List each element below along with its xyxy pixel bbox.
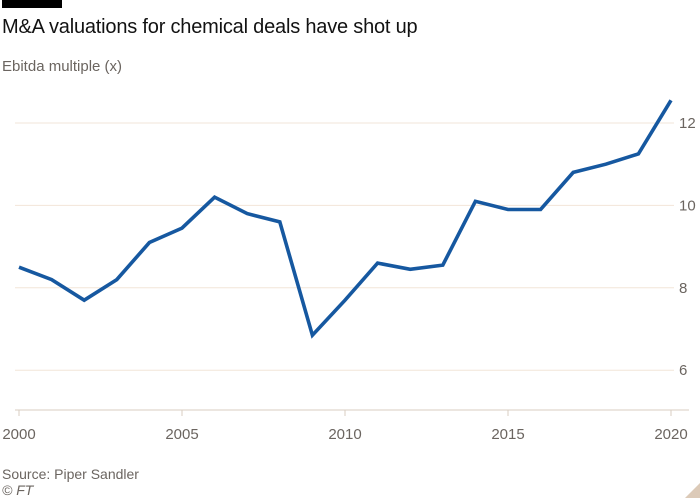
x-tick-label-2010: 2010 — [328, 426, 361, 443]
ft-topper-bar — [2, 0, 62, 8]
chart-title: M&A valuations for chemical deals have s… — [2, 16, 418, 38]
x-tick-label-2015: 2015 — [491, 426, 524, 443]
x-tick-label-2000: 2000 — [2, 426, 35, 443]
y-tick-label-8: 8 — [679, 280, 687, 297]
chart-subtitle: Ebitda multiple (x) — [2, 58, 123, 75]
x-tick-label-2020: 2020 — [654, 426, 687, 443]
y-tick-label-12: 12 — [679, 115, 696, 132]
y-tick-label-10: 10 — [679, 197, 696, 214]
data-line-0 — [18, 99, 673, 339]
x-tick-label-2005: 2005 — [165, 426, 198, 443]
source-label: Source: Piper Sandler — [2, 466, 139, 482]
y-tick-label-6: 6 — [679, 362, 687, 379]
corner-triangle-icon — [685, 483, 700, 498]
ft-copyright-label: © FT — [2, 482, 34, 498]
